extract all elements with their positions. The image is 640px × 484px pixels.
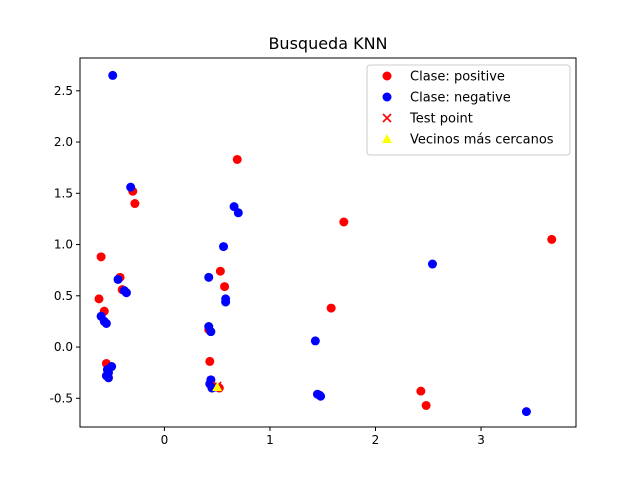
plot-area-frame [79,57,577,428]
point-vecinos-mas-cercanos [212,382,223,392]
point-clase-negative [219,242,229,252]
point-clase-positive [96,252,106,262]
point-clase-positive [205,356,215,366]
y-tick-label: 2.5 [54,84,73,98]
point-clase-negative [101,318,111,328]
chart-title: Busqueda KNN [268,34,387,53]
y-tick-label: 1.0 [54,238,73,252]
point-clase-negative [310,336,320,346]
point-clase-positive [215,266,225,276]
point-clase-positive [547,234,557,244]
legend-label: Test point [409,112,473,127]
point-clase-negative [233,208,243,218]
point-clase-negative [221,297,231,307]
point-clase-negative [108,70,118,80]
point-clase-negative [126,182,136,192]
legend-marker-1 [382,92,392,102]
y-tick-label: 1.5 [54,186,73,200]
point-clase-negative [103,373,113,383]
y-tick-label: -0.5 [50,391,73,405]
legend-label: Vecinos más cercanos [410,133,554,148]
legend-marker-0 [382,71,392,81]
point-clase-negative [107,362,117,372]
data-points [94,70,557,417]
point-clase-positive [416,386,426,396]
axis-ticks: 0 1 2 3 -0.5 0.0 0.5 1.0 1.5 2.0 2.5 [50,84,485,447]
point-clase-negative [206,327,216,337]
x-tick-label: 1 [266,433,274,447]
legend-label: Clase: negative [410,91,511,106]
point-clase-negative [121,288,131,298]
x-tick-label: 3 [477,433,485,447]
point-clase-positive [326,303,336,313]
point-clase-positive [220,282,230,292]
point-clase-positive [232,154,242,164]
y-tick-label: 0.5 [54,289,73,303]
legend-marker-3 [382,134,392,143]
point-clase-positive [94,294,104,304]
y-tick-label: 2.0 [54,135,73,149]
point-clase-positive [339,217,349,227]
point-clase-negative [427,259,437,269]
x-tick-label: 2 [372,433,380,447]
y-tick-label: 0.0 [54,340,73,354]
point-clase-negative [316,391,326,401]
legend-marker-2 [382,113,392,123]
point-clase-positive [421,400,431,410]
point-clase-negative [204,272,214,282]
point-clase-positive [130,199,140,209]
x-tick-label: 0 [161,433,169,447]
legend: Clase: positive Clase: negative Test point… [366,64,571,156]
point-clase-negative [113,274,123,284]
legend-label: Clase: positive [410,70,505,85]
legend-box [366,64,571,156]
point-clase-negative [521,407,531,417]
